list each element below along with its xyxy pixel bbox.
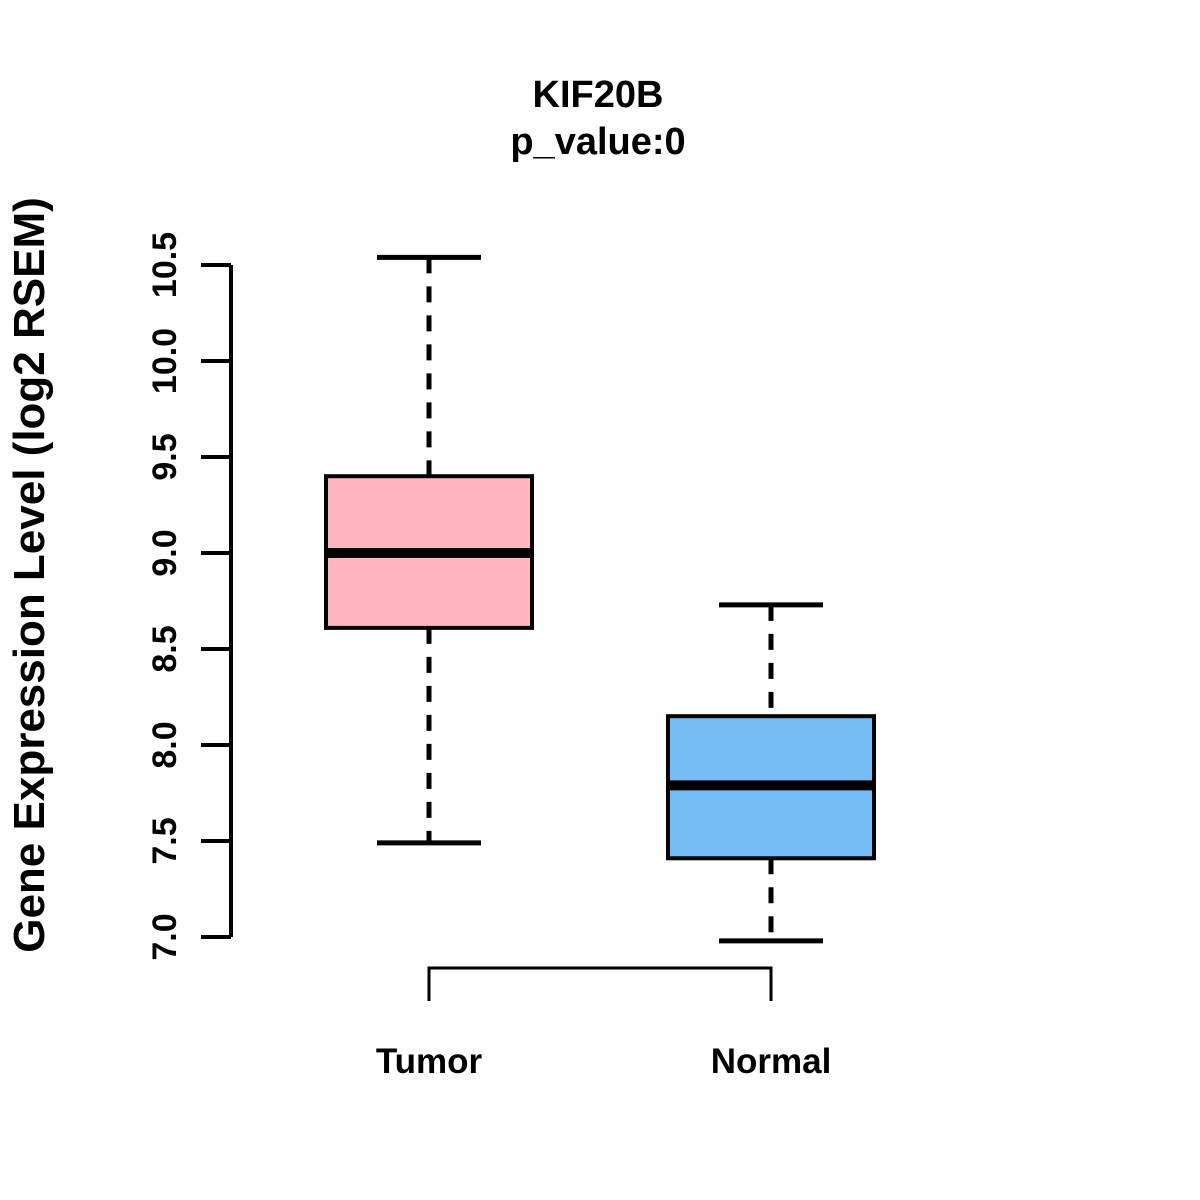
x-label-normal: Normal [711,1042,832,1081]
y-tick-label: 7.0 [146,913,184,960]
chart-title: KIF20B [533,74,664,116]
boxplot-series [324,254,876,944]
y-tick-label: 9.0 [146,529,184,576]
y-tick-label: 8.0 [146,721,184,768]
y-axis: 7.0 7.5 8.0 8.5 9.0 9.5 10.0 10.5 [146,232,233,961]
comparison-bracket [427,966,773,1001]
box-tumor [324,254,534,846]
y-tick-label: 10.5 [146,232,184,298]
y-tick-label: 10.0 [146,328,184,394]
bracket-path [427,966,773,1001]
chart-subtitle: p_value:0 [510,121,685,163]
x-label-tumor: Tumor [376,1042,483,1081]
y-axis-label: Gene Expression Level (log2 RSEM) [5,197,54,953]
y-tick-label: 9.5 [146,433,184,480]
y-tick-label: 8.5 [146,625,184,672]
box-normal [666,602,876,944]
x-axis-group-labels: Tumor Normal [376,1042,831,1081]
y-tick-label: 7.5 [146,817,184,864]
